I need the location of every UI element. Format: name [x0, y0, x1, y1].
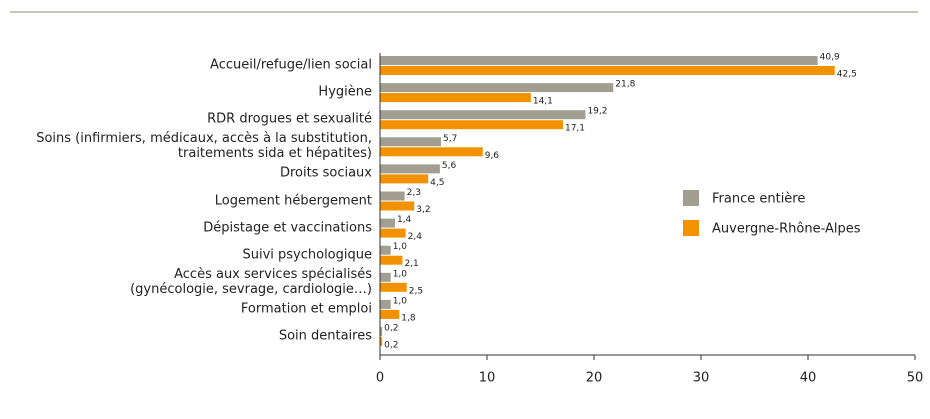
- bar: [380, 66, 835, 75]
- category-label: Accueil/refuge/lien social: [210, 57, 372, 73]
- value-label: 1,0: [393, 296, 408, 306]
- category-label: Hygiène: [318, 84, 372, 100]
- bar: [380, 228, 406, 238]
- category-label: Formation et emploi: [240, 301, 372, 317]
- bar: [380, 272, 391, 282]
- value-label: 1,0: [393, 242, 408, 252]
- legend-label: Auvergne-Rhône-Alpes: [712, 222, 861, 237]
- x-tick-label: 10: [479, 371, 496, 386]
- category-label: Soin dentaires: [278, 328, 372, 344]
- bar: [380, 120, 563, 130]
- bar: [380, 218, 395, 228]
- value-label: 0,2: [384, 341, 398, 351]
- legend-label: France entière: [712, 192, 805, 207]
- bar: [380, 201, 415, 211]
- value-label: 1,0: [393, 269, 408, 279]
- x-tick-label: 0: [376, 371, 384, 386]
- bar: [380, 164, 440, 174]
- category-label: Logement hébergement: [214, 193, 372, 208]
- category-label: Soins (infirmiers, médicaux, accès à la …: [36, 131, 372, 162]
- bar: [380, 83, 614, 93]
- legend-swatch: [683, 190, 699, 206]
- x-tick-label: 30: [693, 371, 710, 386]
- value-label: 1,4: [397, 215, 412, 225]
- bar: [380, 147, 483, 157]
- value-label: 0,2: [384, 324, 398, 334]
- x-tick-label: 20: [586, 371, 603, 386]
- category-label: Accès aux services spécialisés (gynécolo…: [130, 266, 372, 297]
- bar: [380, 137, 441, 147]
- value-label: 3,2: [416, 205, 430, 215]
- value-label: 2,5: [409, 286, 423, 296]
- category-label: Droits sociaux: [279, 165, 372, 181]
- legend-swatch: [683, 220, 699, 236]
- value-label: 1,8: [401, 313, 416, 323]
- value-label: 4,5: [430, 178, 444, 188]
- bar: [380, 93, 531, 103]
- value-label: 19,2: [587, 107, 607, 117]
- value-label: 40,9: [820, 53, 840, 63]
- bar: [380, 299, 391, 309]
- value-label: 14,1: [533, 97, 553, 107]
- category-label: RDR drogues et sexualité: [207, 111, 372, 127]
- bar: [380, 255, 403, 265]
- value-label: 9,6: [485, 151, 500, 161]
- x-tick-label: 50: [907, 371, 924, 386]
- category-label: Dépistage et vaccinations: [203, 220, 372, 236]
- value-label: 2,1: [404, 259, 418, 269]
- value-label: 21,8: [615, 80, 635, 90]
- value-label: 5,6: [442, 161, 457, 171]
- value-label: 42,5: [837, 70, 857, 80]
- bar: [380, 191, 405, 201]
- bar: [380, 309, 400, 319]
- bar: [380, 56, 818, 65]
- value-label: 17,1: [565, 124, 585, 134]
- bar: [380, 337, 383, 346]
- value-label: 5,7: [443, 134, 457, 144]
- bar: [380, 282, 407, 292]
- value-label: 2,3: [407, 188, 421, 198]
- x-tick-label: 40: [800, 371, 817, 386]
- category-label: Suivi psychologique: [242, 247, 372, 263]
- value-label: 2,4: [408, 232, 423, 242]
- bar: [380, 110, 586, 120]
- bar: [380, 245, 391, 255]
- bar: [380, 174, 429, 184]
- bar: [380, 327, 383, 336]
